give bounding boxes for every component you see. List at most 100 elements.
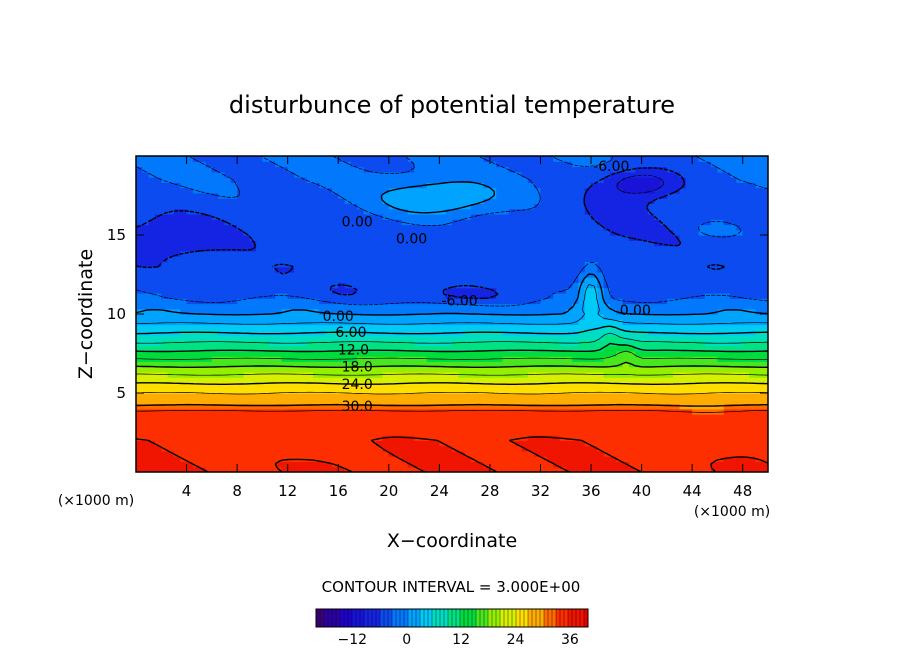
heat-cell [622,387,630,394]
heat-cell [338,340,346,347]
heat-cell [521,219,529,226]
heat-cell [559,245,567,252]
heat-cell [685,261,693,268]
heat-cell [464,408,472,415]
heat-cell [540,282,548,289]
heat-cell [148,219,156,226]
heat-cell [654,382,662,389]
heat-cell [527,271,535,278]
heat-cell [224,403,232,410]
heat-cell [508,261,516,268]
heat-cell [660,398,668,405]
heat-cell [294,398,301,405]
heat-cell [685,440,693,447]
heat-cell [167,324,175,331]
heat-cell [136,445,143,452]
heat-cell [742,466,750,472]
heat-cell [761,366,768,373]
heat-cell [142,366,150,373]
heat-cell [312,414,320,420]
heat-cell [294,319,301,326]
heat-cell [376,361,384,368]
heat-cell [666,340,674,347]
heat-cell [553,219,561,226]
heat-cell [723,440,731,447]
heat-cell [470,240,478,247]
heat-cell [142,235,150,241]
heat-cell [597,240,605,247]
heat-cell [698,224,706,231]
heat-cell [458,213,466,220]
heat-cell [610,256,617,262]
heat-cell [635,456,643,463]
heat-cell [294,261,301,268]
heat-cell [243,324,251,331]
heat-cell [199,287,207,294]
heat-cell [527,403,535,410]
heat-cell [325,387,333,394]
heat-cell [730,382,737,389]
heat-cell [470,324,478,331]
heat-cell [205,219,213,226]
heat-cell [312,298,320,305]
heat-cell [154,335,162,341]
heat-cell [445,308,453,315]
heat-cell [458,319,466,326]
heat-cell [622,340,630,347]
heat-cell [591,324,598,331]
heat-cell [363,319,371,326]
heat-cell [660,287,668,294]
heat-cell [641,356,649,362]
heat-cell [698,335,706,341]
heat-cell [477,424,485,431]
heat-cell [616,235,624,241]
heat-cell [388,282,396,289]
heat-cell [205,314,213,320]
heat-cell [660,292,668,299]
heat-cell [319,213,327,220]
heat-cell [407,292,415,299]
heat-cell [414,271,421,278]
heat-cell [723,361,731,368]
heat-cell [477,245,485,252]
heat-cell [717,213,725,220]
heat-cell [553,456,561,463]
heat-cell [635,213,643,220]
heat-cell [369,408,377,415]
heat-cell [268,424,276,431]
heat-cell [224,303,232,310]
heat-cell [527,219,535,226]
heat-cell [553,287,561,294]
heat-cell [628,277,636,283]
heat-cell [224,282,232,289]
heat-cell [433,382,440,389]
heat-cell [306,287,314,294]
heat-cell [376,456,384,463]
heat-cell [502,245,510,252]
heat-cell [496,208,504,215]
heat-cell [521,282,529,289]
heat-cell [433,361,440,368]
heat-cell [660,224,668,231]
heat-cell [211,456,219,463]
heat-cell [635,419,643,426]
heat-cell [749,440,756,447]
heat-cell [730,314,737,320]
heat-cell [136,350,143,357]
heat-cell [401,440,409,447]
heat-cell [527,308,535,315]
heat-cell [749,324,756,331]
heat-cell [445,213,453,220]
heat-cell [287,335,295,341]
heat-cell [142,414,150,420]
heat-cell [300,440,308,447]
heat-cell [483,213,491,220]
heat-cell [584,345,592,352]
heat-cell [647,361,655,368]
heat-cell [192,335,200,341]
heat-cell [395,440,403,447]
heat-cell [761,424,768,431]
heat-cell [666,408,674,415]
heat-cell [534,445,542,452]
heat-cell [433,240,440,247]
